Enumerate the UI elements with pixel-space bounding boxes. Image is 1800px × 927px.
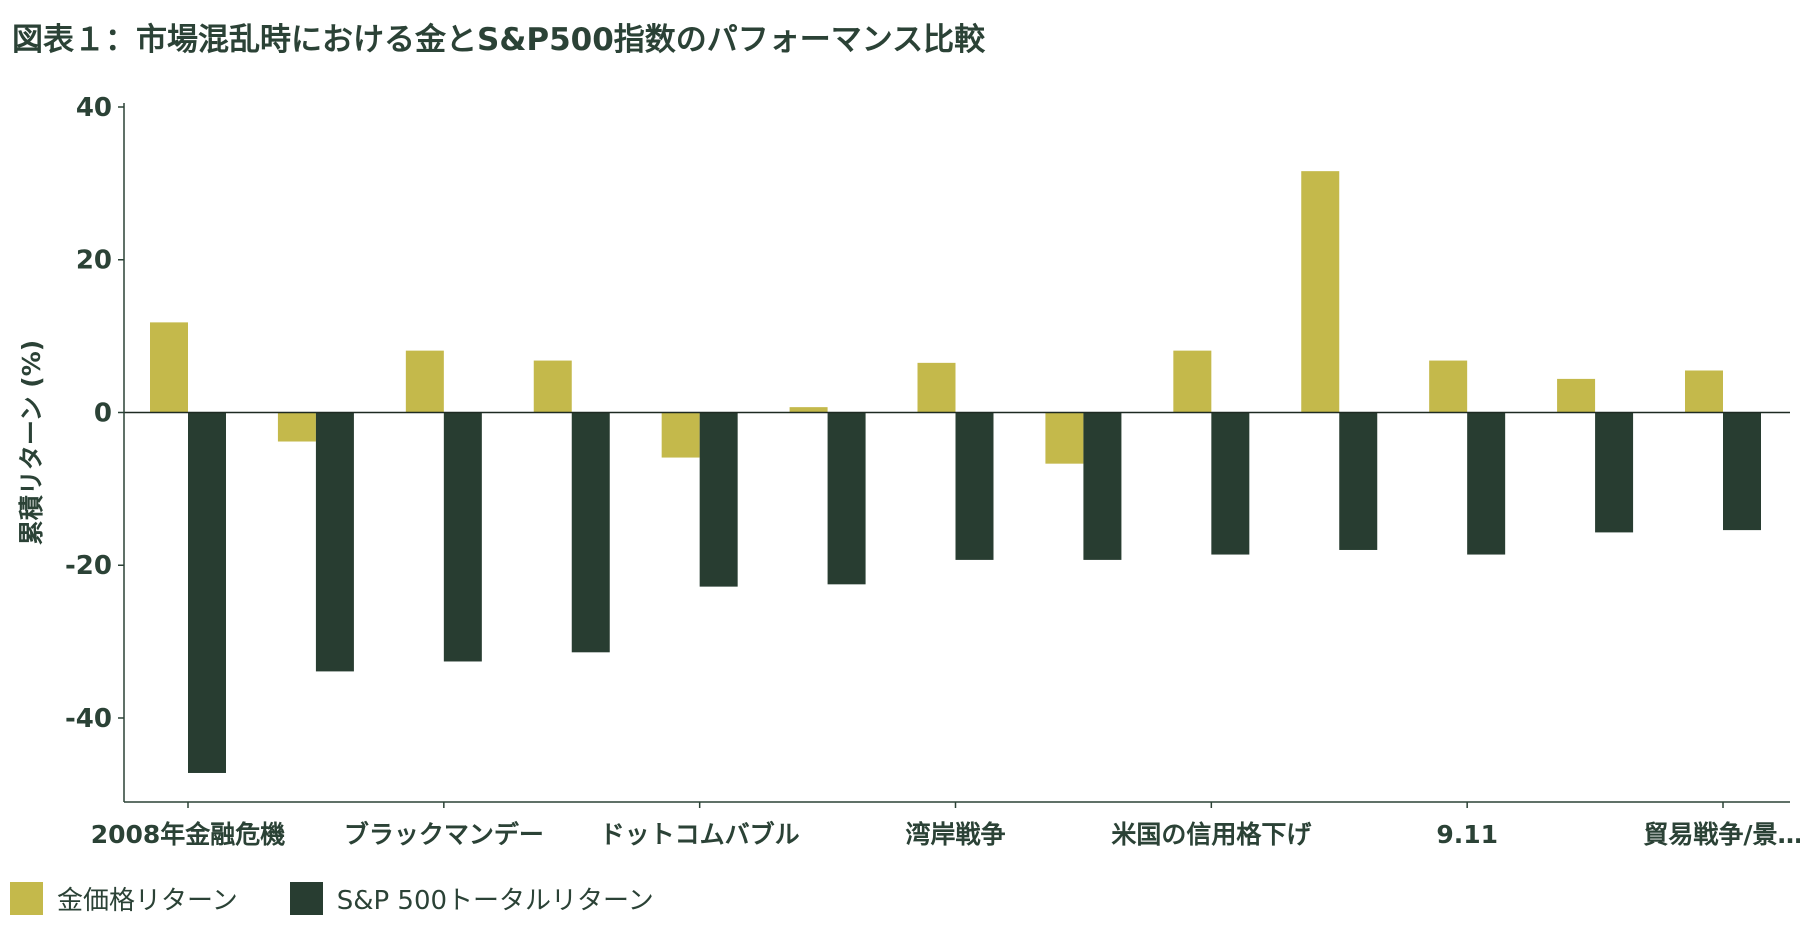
gold-bar-5: [789, 407, 828, 413]
sp500-bar-5: [827, 412, 866, 585]
gold-bar-10: [1429, 360, 1468, 413]
gold-bar-9: [1301, 171, 1340, 413]
sp500-bar-11: [1595, 412, 1634, 533]
sp500-bar-3: [571, 412, 610, 653]
x-tick-label-0: 2008年金融危機: [91, 820, 286, 849]
gold-bar-12: [1685, 370, 1723, 413]
y-tick-label-2: 0: [94, 398, 112, 428]
y-tick-label-3: -20: [65, 551, 112, 581]
legend-swatch-gold: [10, 882, 43, 915]
chart-legend: 金価格リターン S&P 500トータルリターン: [10, 880, 706, 917]
legend-item-sp500: S&P 500トータルリターン: [289, 880, 654, 917]
sp500-bar-2: [443, 412, 482, 662]
gold-bar-7: [1045, 412, 1084, 464]
y-tick-label-0: 40: [76, 93, 112, 123]
y-tick-label-1: 20: [76, 246, 112, 276]
x-tick-label-10: 9.11: [1436, 820, 1498, 849]
legend-item-gold: 金価格リターン: [10, 880, 238, 917]
chart-title: 図表１：市場混乱時における金とS&P500指数のパフォーマンス比較: [12, 22, 986, 58]
gold-bar-8: [1173, 350, 1212, 413]
gold-bar-4: [661, 412, 700, 458]
sp500-bar-0: [188, 412, 226, 773]
bar-chart: 40 20 0 -20 -40 累積リターン (%) 2008年金融危機 ブラックマンデー ドッ…: [17, 93, 1800, 849]
sp500-bar-9: [1339, 412, 1378, 550]
legend-label-gold: 金価格リターン: [57, 886, 238, 916]
sp500-bar-4: [699, 412, 738, 587]
sp500-bar-8: [1211, 412, 1250, 555]
sp500-bar-1: [315, 412, 354, 672]
gold-bar-1: [277, 412, 316, 442]
x-tick-label-2: ブラックマンデー: [344, 820, 544, 849]
gold-bar-11: [1557, 378, 1596, 413]
x-tick-label-4: ドットコムバブル: [600, 820, 800, 849]
sp500-bar-7: [1083, 412, 1122, 560]
sp500-bar-12: [1723, 412, 1761, 531]
y-tick-label-4: -40: [65, 704, 112, 734]
sp500-bar-6: [955, 412, 994, 560]
legend-label-sp500: S&P 500トータルリターン: [336, 886, 654, 916]
gold-bar-3: [533, 360, 572, 413]
sp500-bar-10: [1467, 412, 1506, 555]
gold-bar-2: [405, 350, 444, 413]
y-axis-title: 累積リターン (%): [17, 340, 46, 545]
gold-bar-6: [917, 362, 956, 413]
x-tick-label-6: 湾岸戦争: [905, 820, 1005, 849]
x-tick-label-12: 貿易戦争/景…: [1643, 820, 1800, 849]
x-tick-label-8: 米国の信用格下げ: [1111, 820, 1312, 849]
legend-swatch-sp500: [289, 882, 323, 915]
gold-bar-0: [150, 322, 188, 413]
